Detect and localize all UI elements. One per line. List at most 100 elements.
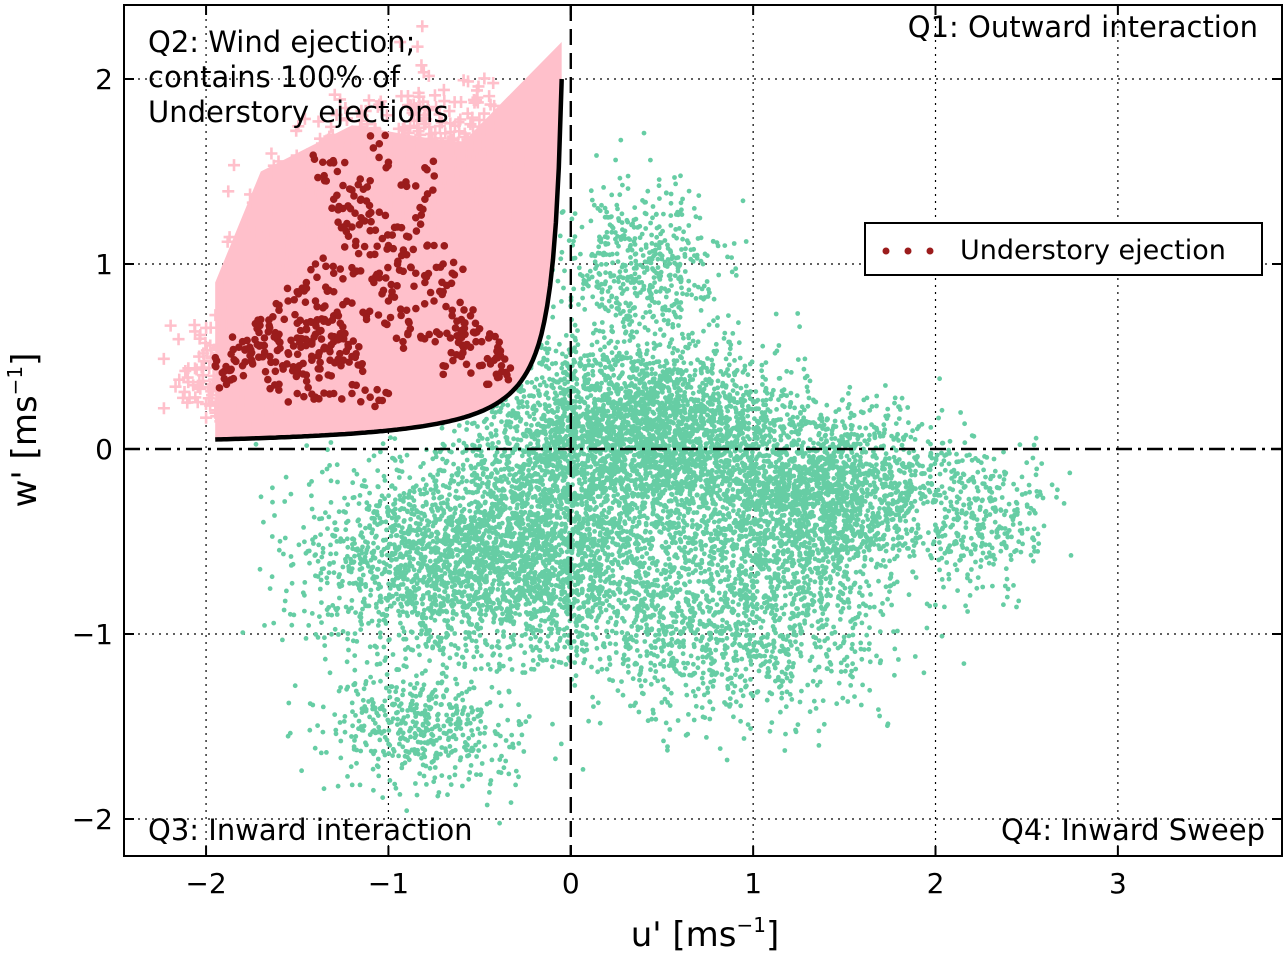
wind-point [596,397,601,403]
wind-point [709,414,715,420]
wind-point [662,441,667,447]
wind-ejection-point [236,314,249,327]
wind-point [475,601,481,607]
wind-ejection-point [460,194,473,207]
wind-point [595,466,600,472]
wind-point [585,371,591,377]
wind-point [573,349,579,355]
wind-ejection-point [471,132,484,145]
wind-ejection-point [272,155,285,168]
wind-point [590,372,596,378]
wind-ejection-point [396,156,409,169]
wind-point [451,461,456,467]
wind-point [514,463,520,469]
wind-point [398,620,403,626]
wind-point [562,633,567,638]
wind-point [662,410,668,415]
wind-ejection-point [204,321,217,334]
wind-point [742,367,748,373]
wind-ejection-point [395,90,408,103]
wind-ejection-point [404,119,417,132]
wind-point [559,365,565,371]
wind-ejection-point [286,212,299,225]
wind-point [589,342,595,348]
wind-ejection-point [422,69,435,82]
wind-point [598,362,603,368]
wind-ejection-point [323,226,336,239]
wind-point [663,469,668,475]
wind-ejection-point [173,373,186,386]
wind-point [776,397,781,403]
wind-ejection-point [266,285,279,298]
wind-point [847,384,853,390]
wind-ejection-point [312,115,325,128]
wind-point [685,402,690,408]
wind-point [615,358,620,364]
wind-point [605,634,610,639]
wind-point [619,450,625,456]
wind-point [633,408,639,414]
wind-point [611,372,617,378]
wind-point [605,408,611,414]
wind-point [487,666,493,672]
wind-point [546,366,552,371]
wind-point [554,414,560,420]
wind-point [667,393,672,399]
wind-ejection-point [413,367,426,380]
wind-ejection-point [326,128,339,141]
wind-point [605,619,611,625]
wind-point [583,415,589,421]
wind-point [642,400,647,406]
wind-point [700,389,705,394]
wind-point [524,410,530,416]
wind-point [727,339,732,345]
wind-ejection-point [288,220,301,233]
wind-point [609,382,615,387]
wind-point [544,464,549,469]
wind-point [690,330,695,336]
wind-point [647,379,652,385]
wind-point [557,638,562,643]
wind-point [571,639,577,644]
wind-point [630,363,636,369]
wind-point [574,394,579,400]
wind-ejection-point [205,389,218,402]
wind-ejection-point [276,177,289,190]
wind-point [690,390,696,396]
wind-ejection-point [405,184,418,197]
wind-point [534,429,539,434]
wind-ejection-point [229,403,242,416]
wind-point [600,353,606,358]
wind-ejection-point [246,421,259,434]
wind-point [550,314,556,320]
wind-point [619,371,625,377]
wind-ejection-point [178,385,191,398]
wind-point [630,524,635,530]
wind-point [644,551,650,556]
wind-ejection-point [188,318,201,331]
wind-ejection-point [300,216,313,229]
wind-point [776,343,782,348]
wind-point [802,356,808,362]
wind-point [597,385,603,390]
wind-point [734,383,739,389]
wind-point [593,462,598,467]
wind-point [565,481,571,487]
wind-point [650,420,656,425]
wind-point [524,400,530,405]
wind-point [543,406,548,412]
wind-point [609,506,614,511]
wind-point [749,359,755,365]
wind-ejection-point [487,77,500,90]
wind-point [629,381,634,386]
wind-ejection-point [523,206,536,219]
wind-ejection-point [194,382,207,395]
wind-point [679,414,685,420]
wind-point [651,376,656,382]
wind-point [626,437,632,443]
wind-point [661,332,667,338]
wind-point [511,446,517,452]
wind-point [621,355,626,361]
wind-point [721,336,727,341]
wind-point [660,433,666,438]
